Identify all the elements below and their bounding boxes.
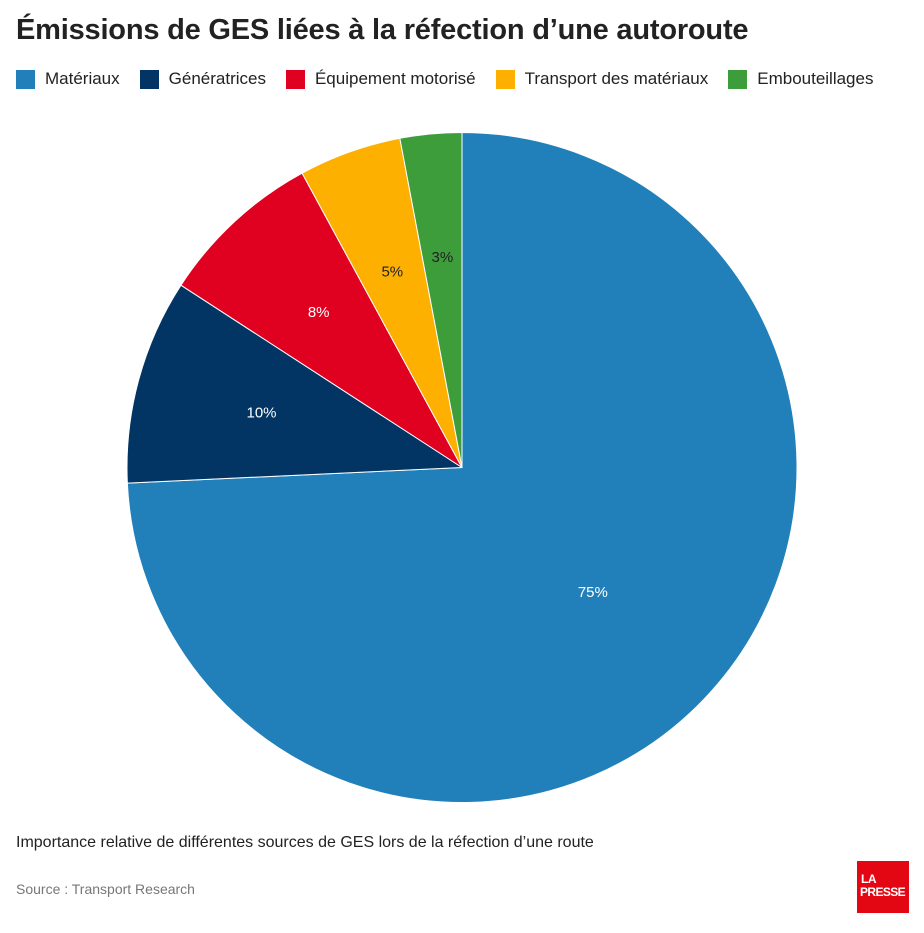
chart-title: Émissions de GES liées à la réfection d’…	[16, 14, 749, 46]
chart-caption: Importance relative de différentes sourc…	[16, 834, 594, 851]
legend-label-generatrices: Génératrices	[168, 69, 266, 88]
legend-label-equipement: Équipement motorisé	[314, 69, 476, 88]
legend-swatch-generatrices	[139, 69, 159, 89]
legend-item-materiaux: Matériaux	[16, 69, 120, 89]
legend: Matériaux Génératrices Équipement motori…	[16, 66, 893, 92]
legend-swatch-transport	[495, 69, 515, 89]
source-note: Source : Transport Research	[16, 881, 195, 897]
legend-swatch-equipement	[285, 69, 305, 89]
data-label-equipement: 8%	[308, 304, 330, 321]
data-label-materiaux: 75%	[578, 584, 608, 601]
pie-slice-equipement	[180, 172, 463, 468]
data-label-transport: 5%	[381, 263, 403, 280]
data-label-generatrices: 10%	[247, 405, 277, 422]
legend-item-embouteillages: Embouteillages	[728, 69, 873, 89]
legend-swatch-materiaux	[16, 69, 35, 89]
legend-item-generatrices: Génératrices	[139, 69, 266, 89]
logo-line-1: LA	[861, 872, 877, 886]
la-presse-logo: LA PRESSE	[857, 861, 909, 913]
legend-item-transport: Transport des matériaux	[495, 69, 709, 89]
legend-swatch-embouteillages	[728, 69, 748, 89]
data-label-embouteillages: 3%	[431, 249, 453, 266]
legend-label-transport: Transport des matériaux	[524, 69, 709, 88]
logo-line-2: PRESSE	[860, 885, 906, 899]
pie-slice-generatrices	[126, 284, 463, 484]
legend-item-equipement: Équipement motorisé	[285, 69, 476, 89]
pie-slice-embouteillages	[399, 132, 463, 468]
legend-label-embouteillages: Embouteillages	[757, 69, 874, 88]
legend-label-materiaux: Matériaux	[45, 69, 120, 88]
